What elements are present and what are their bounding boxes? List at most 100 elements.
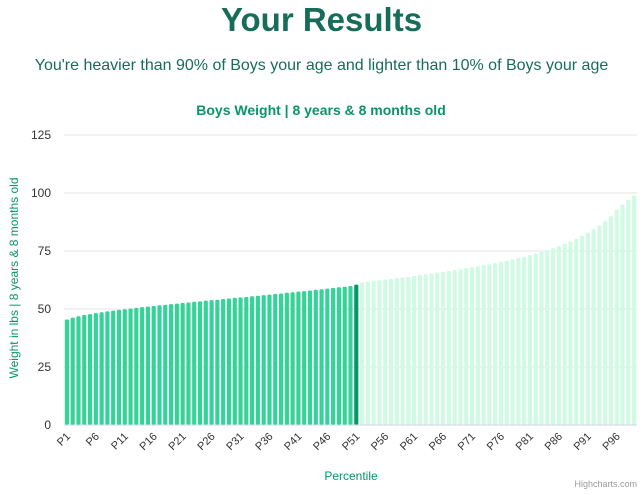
bar-p27[interactable] xyxy=(215,299,220,425)
bar-p63[interactable] xyxy=(423,274,428,425)
bar-p83[interactable] xyxy=(539,251,544,425)
bar-p29[interactable] xyxy=(226,298,232,425)
bar-p73[interactable] xyxy=(481,265,486,425)
bar-p96[interactable] xyxy=(614,209,619,425)
bar-p87[interactable] xyxy=(562,243,567,425)
bar-p66[interactable] xyxy=(441,271,446,425)
bar-p4[interactable] xyxy=(82,315,87,425)
bar-p20[interactable] xyxy=(174,303,179,425)
bar-p71[interactable] xyxy=(469,267,475,425)
bar-p35[interactable] xyxy=(261,295,266,425)
bar-p99[interactable] xyxy=(632,195,637,425)
bar-p39[interactable] xyxy=(284,292,289,425)
bar-p74[interactable] xyxy=(487,264,492,425)
bar-p81[interactable] xyxy=(527,255,533,425)
bar-p37[interactable] xyxy=(273,293,278,425)
bar-p78[interactable] xyxy=(510,259,515,425)
bar-p95[interactable] xyxy=(608,216,614,425)
bar-p68[interactable] xyxy=(452,270,457,425)
bar-p18[interactable] xyxy=(163,304,168,425)
bar-p46[interactable] xyxy=(325,288,330,425)
bar-p80[interactable] xyxy=(522,256,527,425)
bar-p23[interactable] xyxy=(192,301,197,425)
bar-p94[interactable] xyxy=(603,220,608,425)
bar-p28[interactable] xyxy=(221,299,226,425)
bar-p65[interactable] xyxy=(435,272,440,425)
bar-p69[interactable] xyxy=(458,269,463,425)
bar-p48[interactable] xyxy=(336,287,342,425)
bar-p13[interactable] xyxy=(134,307,139,425)
bar-p5[interactable] xyxy=(87,314,93,425)
bar-p59[interactable] xyxy=(400,277,405,425)
bar-p12[interactable] xyxy=(128,308,133,425)
bar-p26[interactable] xyxy=(209,300,214,425)
bar-p34[interactable] xyxy=(255,295,260,425)
bar-p93[interactable] xyxy=(597,225,602,425)
bar-p19[interactable] xyxy=(168,304,174,425)
bar-p62[interactable] xyxy=(417,275,423,425)
bar-p52[interactable] xyxy=(359,282,365,425)
bar-p57[interactable] xyxy=(388,278,394,425)
bar-p84[interactable] xyxy=(545,250,550,425)
bar-p92[interactable] xyxy=(591,229,596,425)
bar-p67[interactable] xyxy=(446,270,451,425)
bar-p10[interactable] xyxy=(116,309,122,425)
bar-p3[interactable] xyxy=(76,316,81,425)
bar-p6[interactable] xyxy=(93,313,98,425)
bar-p44[interactable] xyxy=(313,289,318,425)
bar-p88[interactable] xyxy=(568,241,573,425)
bar-p22[interactable] xyxy=(186,302,191,426)
bar-p42[interactable] xyxy=(302,291,307,425)
bar-p16[interactable] xyxy=(151,305,156,425)
bar-p85[interactable] xyxy=(550,248,556,425)
bar-p56[interactable] xyxy=(383,279,388,425)
bar-p55[interactable] xyxy=(377,280,382,425)
bar-p76[interactable] xyxy=(498,261,504,425)
bar-p25[interactable] xyxy=(203,300,208,425)
bar-p31[interactable] xyxy=(238,297,243,425)
bar-p86[interactable] xyxy=(556,246,561,425)
bar-p53[interactable] xyxy=(365,281,370,425)
bar-p49[interactable] xyxy=(342,286,347,425)
bar-p11[interactable] xyxy=(122,309,127,425)
bar-p21[interactable] xyxy=(180,302,185,425)
bar-p64[interactable] xyxy=(429,273,434,426)
bar-p32[interactable] xyxy=(244,296,249,425)
bar-p14[interactable] xyxy=(140,307,145,425)
bar-p97[interactable] xyxy=(620,204,625,425)
bar-p36[interactable] xyxy=(267,294,272,425)
bar-p24[interactable] xyxy=(197,301,203,425)
bar-p79[interactable] xyxy=(516,257,521,425)
bar-p77[interactable] xyxy=(504,260,509,425)
bar-p45[interactable] xyxy=(319,289,324,425)
bar-p82[interactable] xyxy=(533,253,538,425)
bar-p41[interactable] xyxy=(296,291,301,425)
bar-p90[interactable] xyxy=(579,235,585,425)
bar-p98[interactable] xyxy=(626,199,631,425)
highcharts-credit[interactable]: Highcharts.com xyxy=(574,479,637,489)
bar-p89[interactable] xyxy=(574,238,579,425)
bar-p8[interactable] xyxy=(105,311,110,425)
bar-p61[interactable] xyxy=(412,275,417,425)
bar-p43[interactable] xyxy=(307,290,313,425)
bar-p60[interactable] xyxy=(406,276,411,425)
bar-p51[interactable] xyxy=(354,284,359,425)
bar-p1[interactable] xyxy=(64,319,69,425)
bar-p50[interactable] xyxy=(348,286,353,425)
bar-p70[interactable] xyxy=(464,268,469,425)
bar-p54[interactable] xyxy=(371,280,376,425)
bar-p75[interactable] xyxy=(493,263,498,425)
bar-p72[interactable] xyxy=(475,266,480,425)
bar-p15[interactable] xyxy=(145,306,151,425)
bar-p2[interactable] xyxy=(70,317,75,425)
bar-p47[interactable] xyxy=(331,287,336,425)
bar-p91[interactable] xyxy=(585,232,590,425)
bar-p9[interactable] xyxy=(111,310,116,425)
bar-p40[interactable] xyxy=(290,292,295,425)
bar-p58[interactable] xyxy=(394,278,399,425)
bar-p17[interactable] xyxy=(157,305,162,425)
bar-p7[interactable] xyxy=(99,312,104,425)
bar-p30[interactable] xyxy=(232,297,237,425)
bar-p38[interactable] xyxy=(278,293,284,425)
bar-p33[interactable] xyxy=(250,296,255,425)
